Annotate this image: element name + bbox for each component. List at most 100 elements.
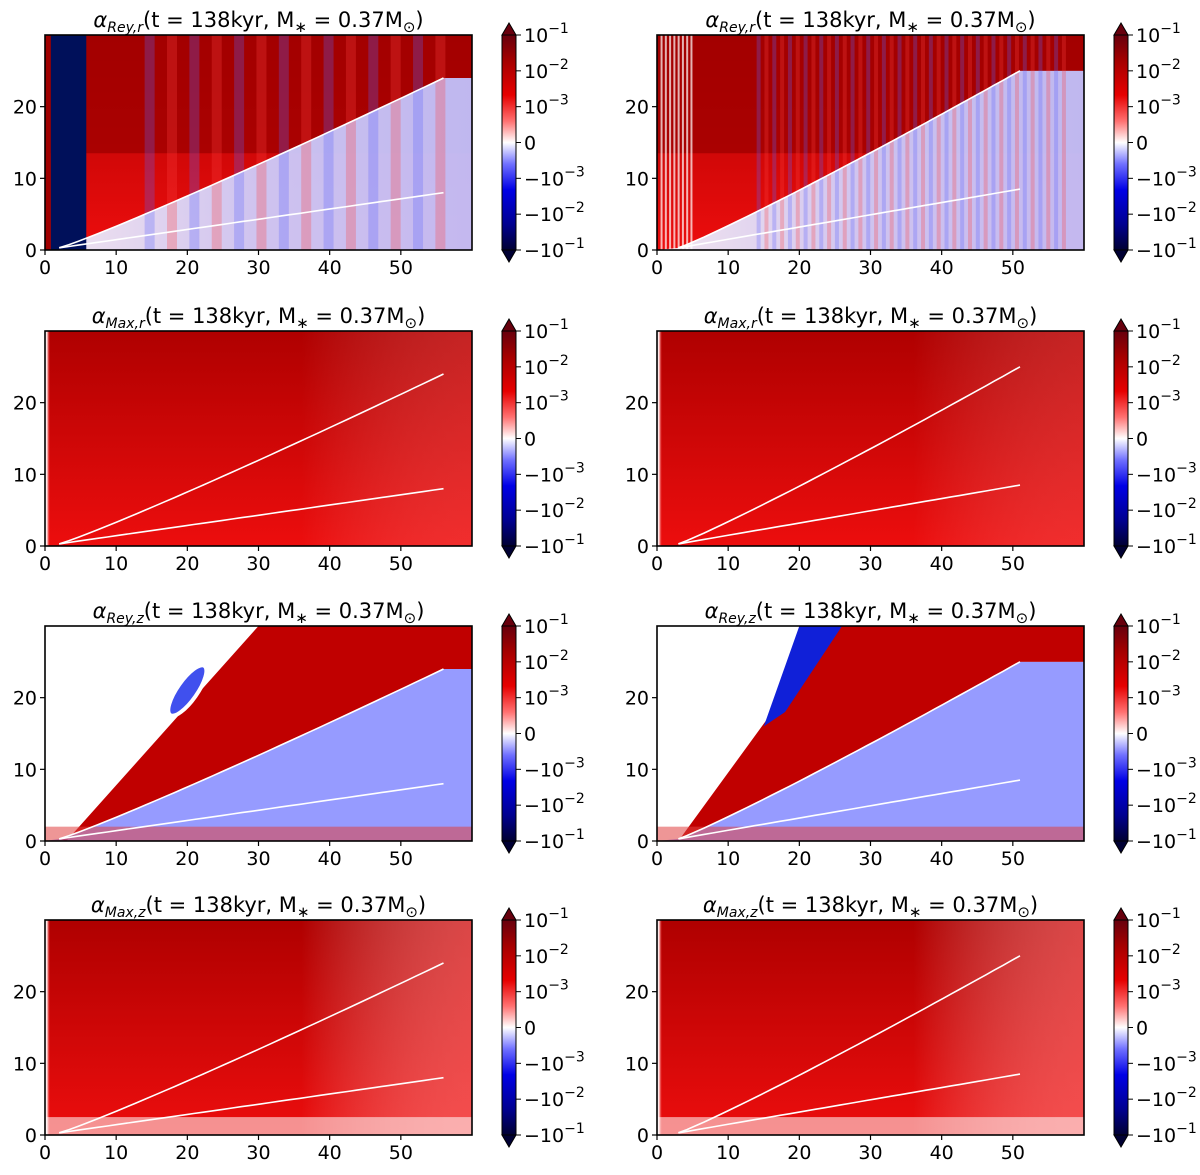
inner-stripe [690, 35, 693, 250]
stripe [1007, 35, 1012, 250]
stripe [368, 35, 379, 250]
x-tick-label: 10 [104, 553, 128, 575]
cb-exp: −3 [1176, 460, 1197, 476]
x-tick-label: 0 [39, 1142, 51, 1164]
title-close: ) [417, 304, 425, 328]
heatmap-field [657, 920, 1084, 1135]
disk-blue [657, 70, 1084, 250]
outer-fade [657, 920, 1084, 1135]
colorbar-tick-label: 10−3 [1136, 93, 1181, 119]
title-symbol: α [704, 304, 718, 328]
colorbar-tick-label: 10−3 [524, 93, 569, 119]
stripe [234, 35, 245, 250]
stripe [897, 35, 902, 250]
panel-6: 0 10 20 30 40 50 0 10 20 αRey,z(t = 138kyr, M∗ = … [625, 599, 1197, 870]
contour-upper [678, 955, 1021, 1134]
colorbar-tick-label: 10−1 [1136, 906, 1181, 932]
y-tick-label: 10 [13, 168, 37, 190]
stripe [1038, 35, 1043, 250]
colorbar-tick-label: −10−2 [1136, 791, 1197, 817]
colorbar-tick-label: −10−2 [1136, 200, 1197, 226]
cb-base: 10 [1136, 393, 1160, 415]
colorbar-tick-label: 10−1 [1136, 317, 1181, 343]
x-tick-label: 0 [39, 553, 51, 575]
x-tick-label: 30 [858, 553, 882, 575]
cb-exp: −3 [1160, 389, 1181, 405]
contour-lower [59, 1076, 444, 1134]
x-tick-label: 10 [716, 257, 740, 279]
title-subscript: Max,r [106, 316, 146, 332]
colorbar-tick-label: 10−1 [524, 906, 569, 932]
colorbar-tick-label: −10−3 [1136, 164, 1197, 190]
cb-base: −10 [1136, 1125, 1176, 1147]
colorbar-extend-top [1113, 22, 1129, 36]
stripe [167, 35, 177, 250]
title-rest: = 0.37M [308, 599, 404, 623]
stripe [211, 35, 222, 250]
stripe [256, 35, 267, 250]
colorbar-tick-label: 0 [524, 1018, 536, 1040]
colorbar-tick-label: 10−2 [1136, 942, 1181, 968]
x-tick-label: 30 [858, 848, 882, 870]
colorbar-tick-label: −10−2 [524, 791, 585, 817]
colorbar-extend-bottom [1113, 840, 1129, 854]
colorbar-extend-top [501, 907, 517, 921]
colorbar-extend-top [501, 22, 517, 36]
cb-exp: −2 [1176, 496, 1197, 512]
colorbar-tick-label: −10−3 [1136, 755, 1197, 781]
stripe [858, 35, 863, 250]
y-tick-label: 0 [25, 831, 37, 853]
cb-base: 10 [1136, 97, 1160, 119]
panel-7: 0 10 20 30 40 50 0 10 20 αMax,z(t = 138kyr, M∗ = … [13, 893, 585, 1164]
y-tick-label: 0 [637, 536, 649, 558]
title-rest: = 0.37M [920, 599, 1016, 623]
cb-base: 10 [524, 982, 548, 1004]
heatmap-field [45, 626, 472, 841]
colorbar-tick-label: −10−3 [524, 1049, 585, 1075]
x-tick-label: 50 [389, 553, 413, 575]
colorbar-tick-label: 10−2 [524, 353, 569, 379]
colorbar-tick-label: 10−1 [524, 612, 569, 638]
x-tick-label: 20 [175, 553, 199, 575]
cb-exp: −3 [1176, 1049, 1197, 1065]
colorbar-extend-bottom [501, 249, 517, 263]
colorbar-tick-label: 10−3 [524, 978, 569, 1004]
cb-exp: −2 [564, 791, 585, 807]
title-sun: ⊙ [403, 18, 416, 36]
x-tick-label: 40 [930, 1142, 954, 1164]
cb-exp: −1 [1176, 532, 1197, 548]
y-tick-label: 20 [13, 688, 37, 710]
stripe [803, 35, 808, 250]
cb-exp: −2 [1176, 200, 1197, 216]
cb-exp: −1 [1160, 21, 1181, 37]
title-close: ) [418, 893, 426, 917]
y-tick-label: 0 [637, 831, 649, 853]
colorbar-tick-label: −10−1 [524, 827, 585, 853]
title-subscript: Max,r [718, 316, 758, 332]
colorbar-gradient [501, 330, 517, 547]
cb-base: −10 [1136, 464, 1176, 486]
title-star: ∗ [906, 18, 919, 36]
cb-base: 10 [1136, 616, 1160, 638]
wind-cone [678, 626, 1084, 841]
blue-streak [763, 626, 843, 727]
x-tick-label: 20 [787, 257, 811, 279]
inner-blue-band [50, 35, 87, 250]
colorbar-tick-label: −10−1 [1136, 827, 1197, 853]
x-tick-label: 20 [787, 848, 811, 870]
cb-base: −10 [524, 536, 564, 558]
cb-base: −10 [524, 240, 564, 262]
x-tick-label: 30 [246, 1142, 270, 1164]
x-tick-label: 50 [1001, 848, 1025, 870]
colorbar-tick-label: 10−3 [524, 684, 569, 710]
inner-stripe [669, 35, 672, 250]
colorbar-tick-label: −10−2 [524, 200, 585, 226]
title-expr: (t = 138kyr, M [145, 304, 296, 328]
title-subscript: Rey,r [107, 20, 144, 36]
colorbar-tick-label: 0 [524, 429, 536, 451]
colorbar-tick-label: −10−1 [524, 1121, 585, 1147]
colorbar-tick-label: 10−1 [524, 317, 569, 343]
colorbar-tick-label: 10−2 [1136, 353, 1181, 379]
title-expr: (t = 138kyr, M [757, 304, 908, 328]
cb-exp: −1 [548, 906, 569, 922]
